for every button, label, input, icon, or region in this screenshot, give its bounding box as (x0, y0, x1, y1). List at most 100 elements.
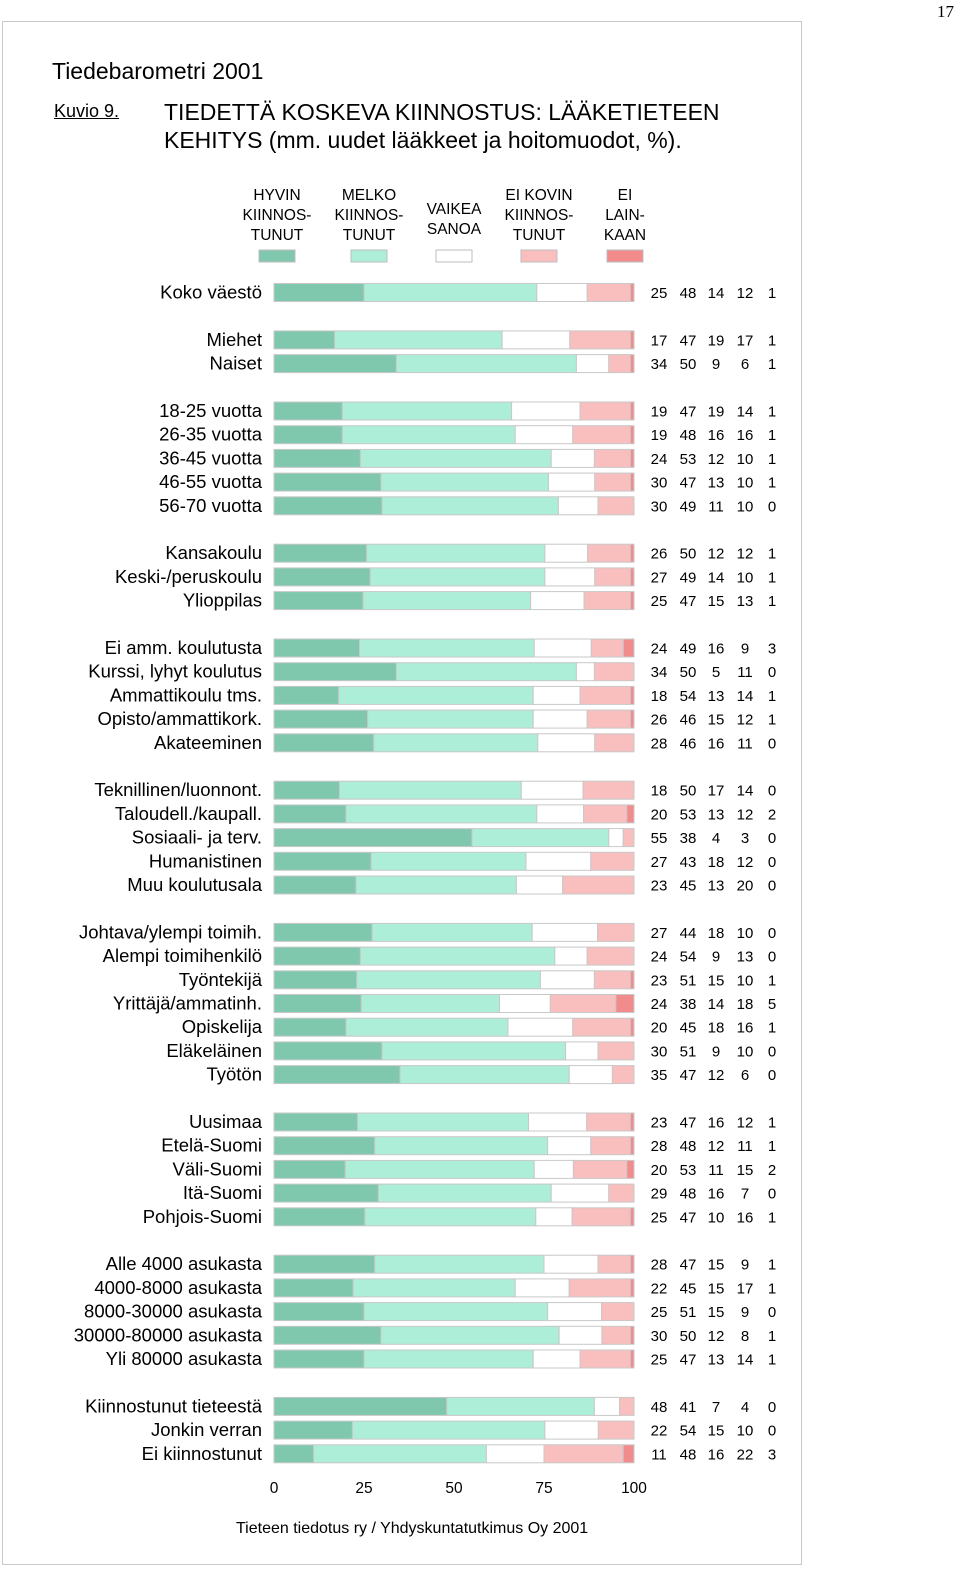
data-label: 27 (651, 854, 668, 871)
bar-segment (360, 994, 500, 1013)
data-label: 28 (651, 735, 668, 752)
data-label: 17 (651, 332, 668, 349)
row-label: 30000-80000 asukasta (74, 1324, 263, 1345)
bar-segment (381, 496, 559, 516)
bar-segment (273, 283, 365, 302)
bar-segment (586, 1112, 631, 1132)
bar-segment (355, 875, 517, 895)
bar-segment (273, 1207, 366, 1227)
bar-segment (273, 1278, 354, 1298)
data-label: 0 (768, 1304, 776, 1321)
data-label: 0 (768, 925, 776, 942)
bar-segment (629, 472, 635, 492)
bar-segment (273, 804, 347, 824)
bar-segment (485, 1444, 545, 1464)
data-label: 55 (651, 830, 668, 847)
bar-segment (380, 472, 549, 492)
bar-segment (629, 591, 635, 611)
bar-segment (568, 1065, 613, 1085)
data-label: 0 (768, 830, 776, 847)
bar-segment (374, 1254, 545, 1274)
data-label: 12 (737, 712, 754, 729)
bar-segment (608, 354, 631, 374)
bar-segment (586, 709, 631, 729)
data-label: 47 (680, 1067, 697, 1084)
data-label: 25 (651, 285, 668, 302)
data-label: 13 (708, 1352, 725, 1369)
data-label: 29 (651, 1186, 668, 1203)
data-label: 1 (768, 451, 776, 468)
row-label: Alempi toimihenkilö (103, 945, 262, 966)
bar-segment (601, 1302, 635, 1322)
bar-segment (528, 1112, 588, 1132)
bar-segment (557, 496, 599, 516)
bar-segment (471, 828, 610, 848)
bar-segment (273, 401, 343, 421)
data-label: 10 (737, 569, 754, 586)
bar-segment (377, 1183, 552, 1203)
bar-segment (515, 875, 564, 895)
bar-segment (273, 851, 372, 871)
data-label: 11 (737, 735, 753, 752)
data-label: 15 (708, 1423, 725, 1440)
bar-segment (575, 662, 595, 682)
bar-segment (338, 685, 534, 705)
page-number: 17 (937, 2, 954, 21)
bar-segment (629, 354, 635, 374)
data-label: 50 (680, 546, 697, 563)
data-label: 0 (768, 783, 776, 800)
row-label: 8000-30000 asukasta (84, 1301, 263, 1322)
bar-segment (619, 1396, 635, 1416)
row-label: Koko väestö (160, 282, 262, 303)
data-label: 45 (680, 878, 697, 895)
data-label: 1 (768, 1280, 776, 1297)
bar-segment (629, 1136, 635, 1156)
data-label: 12 (708, 1328, 725, 1345)
bar-segment (380, 1325, 560, 1345)
source-note: Tieteen tiedotus ry / Yhdyskuntatutkimus… (236, 1520, 589, 1537)
bar-segment (549, 994, 617, 1013)
data-label: 10 (737, 1043, 754, 1060)
bar-segment (629, 970, 635, 990)
bar-segment (554, 946, 588, 966)
data-label: 51 (680, 1304, 697, 1321)
data-label: 9 (741, 1304, 749, 1321)
data-label: 1 (768, 285, 776, 302)
data-label: 1 (768, 972, 776, 989)
data-label: 15 (708, 1280, 725, 1297)
bar-segment (273, 1112, 359, 1132)
data-label: 13 (737, 593, 754, 610)
x-tick-label: 0 (270, 1480, 279, 1497)
figure-title: TIEDETTÄ KOSKEVA KIINNOSTUS: LÄÄKETIETEE… (164, 98, 720, 154)
data-label: 9 (712, 1043, 720, 1060)
data-label: 13 (737, 949, 754, 966)
data-label: 14 (737, 1352, 754, 1369)
data-label: 25 (651, 1352, 668, 1369)
bar-segment (629, 425, 635, 445)
data-label: 2 (768, 806, 776, 823)
data-label: 53 (680, 806, 697, 823)
data-label: 28 (651, 1138, 668, 1155)
data-label: 18 (651, 688, 668, 705)
bar-segment (363, 1302, 549, 1322)
legend-label: EI KOVIN (505, 187, 572, 204)
bar-segment (611, 1065, 635, 1085)
data-label: 12 (737, 806, 754, 823)
bar-segment (547, 1136, 592, 1156)
bar-segment (629, 1112, 635, 1132)
data-label: 1 (768, 569, 776, 586)
data-label: 53 (680, 451, 697, 468)
data-label: 50 (680, 783, 697, 800)
bar-segment (344, 1159, 535, 1179)
data-label: 0 (768, 735, 776, 752)
data-label: 30 (651, 1043, 668, 1060)
bar-segment (565, 1041, 599, 1061)
bar-segment (525, 851, 592, 871)
data-label: 19 (708, 332, 725, 349)
data-label: 50 (680, 1328, 697, 1345)
data-label: 0 (768, 949, 776, 966)
bar-segment (362, 591, 532, 611)
data-label: 9 (741, 1257, 749, 1274)
legend-swatch (520, 249, 558, 263)
